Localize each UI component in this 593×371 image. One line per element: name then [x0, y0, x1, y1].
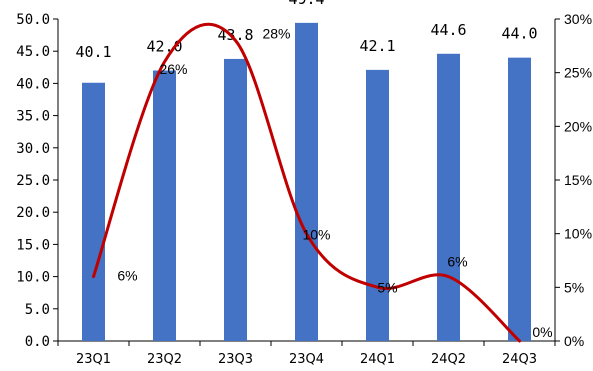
x-tick-label: 23Q2: [147, 352, 182, 367]
x-tick-label: 23Q4: [289, 352, 324, 367]
growth-line: [92, 22, 521, 343]
bar: [508, 57, 531, 341]
bar-data-label: 49.4: [288, 0, 324, 8]
x-tick-label: 24Q3: [502, 352, 537, 367]
line-data-label: 6%: [447, 254, 467, 270]
x-tick-label: 24Q2: [431, 352, 466, 367]
left-tick-label: 40.0: [16, 76, 50, 92]
bar: [437, 53, 460, 341]
left-tick-label: 20.0: [16, 205, 50, 221]
left-tick-label: 5.0: [25, 302, 50, 318]
line-data-label: 0%: [532, 324, 552, 340]
bar-data-label: 44.6: [430, 21, 466, 39]
right-tick-label: 0%: [564, 333, 584, 349]
line-data-label: 28%: [262, 25, 290, 41]
line-data-label: 10%: [302, 227, 330, 243]
plot-area: 0.0 5.0 10.0 15.0 20.0 25.0 30.0 35.0 40.0 45.0 50…: [16, 0, 592, 367]
left-tick-label: 45.0: [16, 44, 50, 60]
x-tick-label: 23Q1: [76, 352, 111, 367]
bar-data-label: 42.0: [146, 38, 182, 56]
left-tick-label: 25.0: [16, 173, 50, 189]
line-data-label: 6%: [117, 268, 137, 284]
left-tick-label: 50.0: [16, 12, 50, 28]
bar-data-label: 44.0: [501, 25, 537, 43]
bar-data-label: 42.1: [359, 37, 395, 55]
bar: [224, 58, 247, 341]
right-tick-label: 20%: [564, 118, 592, 134]
bar: [366, 69, 389, 341]
right-tick-label: 10%: [564, 226, 592, 242]
left-tick-label: 0.0: [25, 334, 50, 350]
right-tick-label: 25%: [564, 65, 592, 81]
bar: [153, 70, 176, 342]
left-tick-label: 15.0: [16, 237, 50, 253]
right-tick-label: 30%: [564, 11, 592, 27]
bar-data-label: 40.1: [75, 43, 111, 61]
bar: [82, 82, 105, 342]
line-data-label: 5%: [377, 279, 397, 295]
x-tick-label: 23Q3: [218, 352, 253, 367]
right-tick-label: 5%: [564, 279, 584, 295]
bar: [295, 22, 318, 341]
x-tick-label: 24Q1: [360, 352, 395, 367]
line-data-label: 26%: [159, 61, 187, 77]
left-tick-label: 30.0: [16, 141, 50, 157]
right-tick-label: 15%: [564, 172, 592, 188]
left-tick-label: 35.0: [16, 109, 50, 125]
left-tick-label: 10.0: [16, 270, 50, 286]
